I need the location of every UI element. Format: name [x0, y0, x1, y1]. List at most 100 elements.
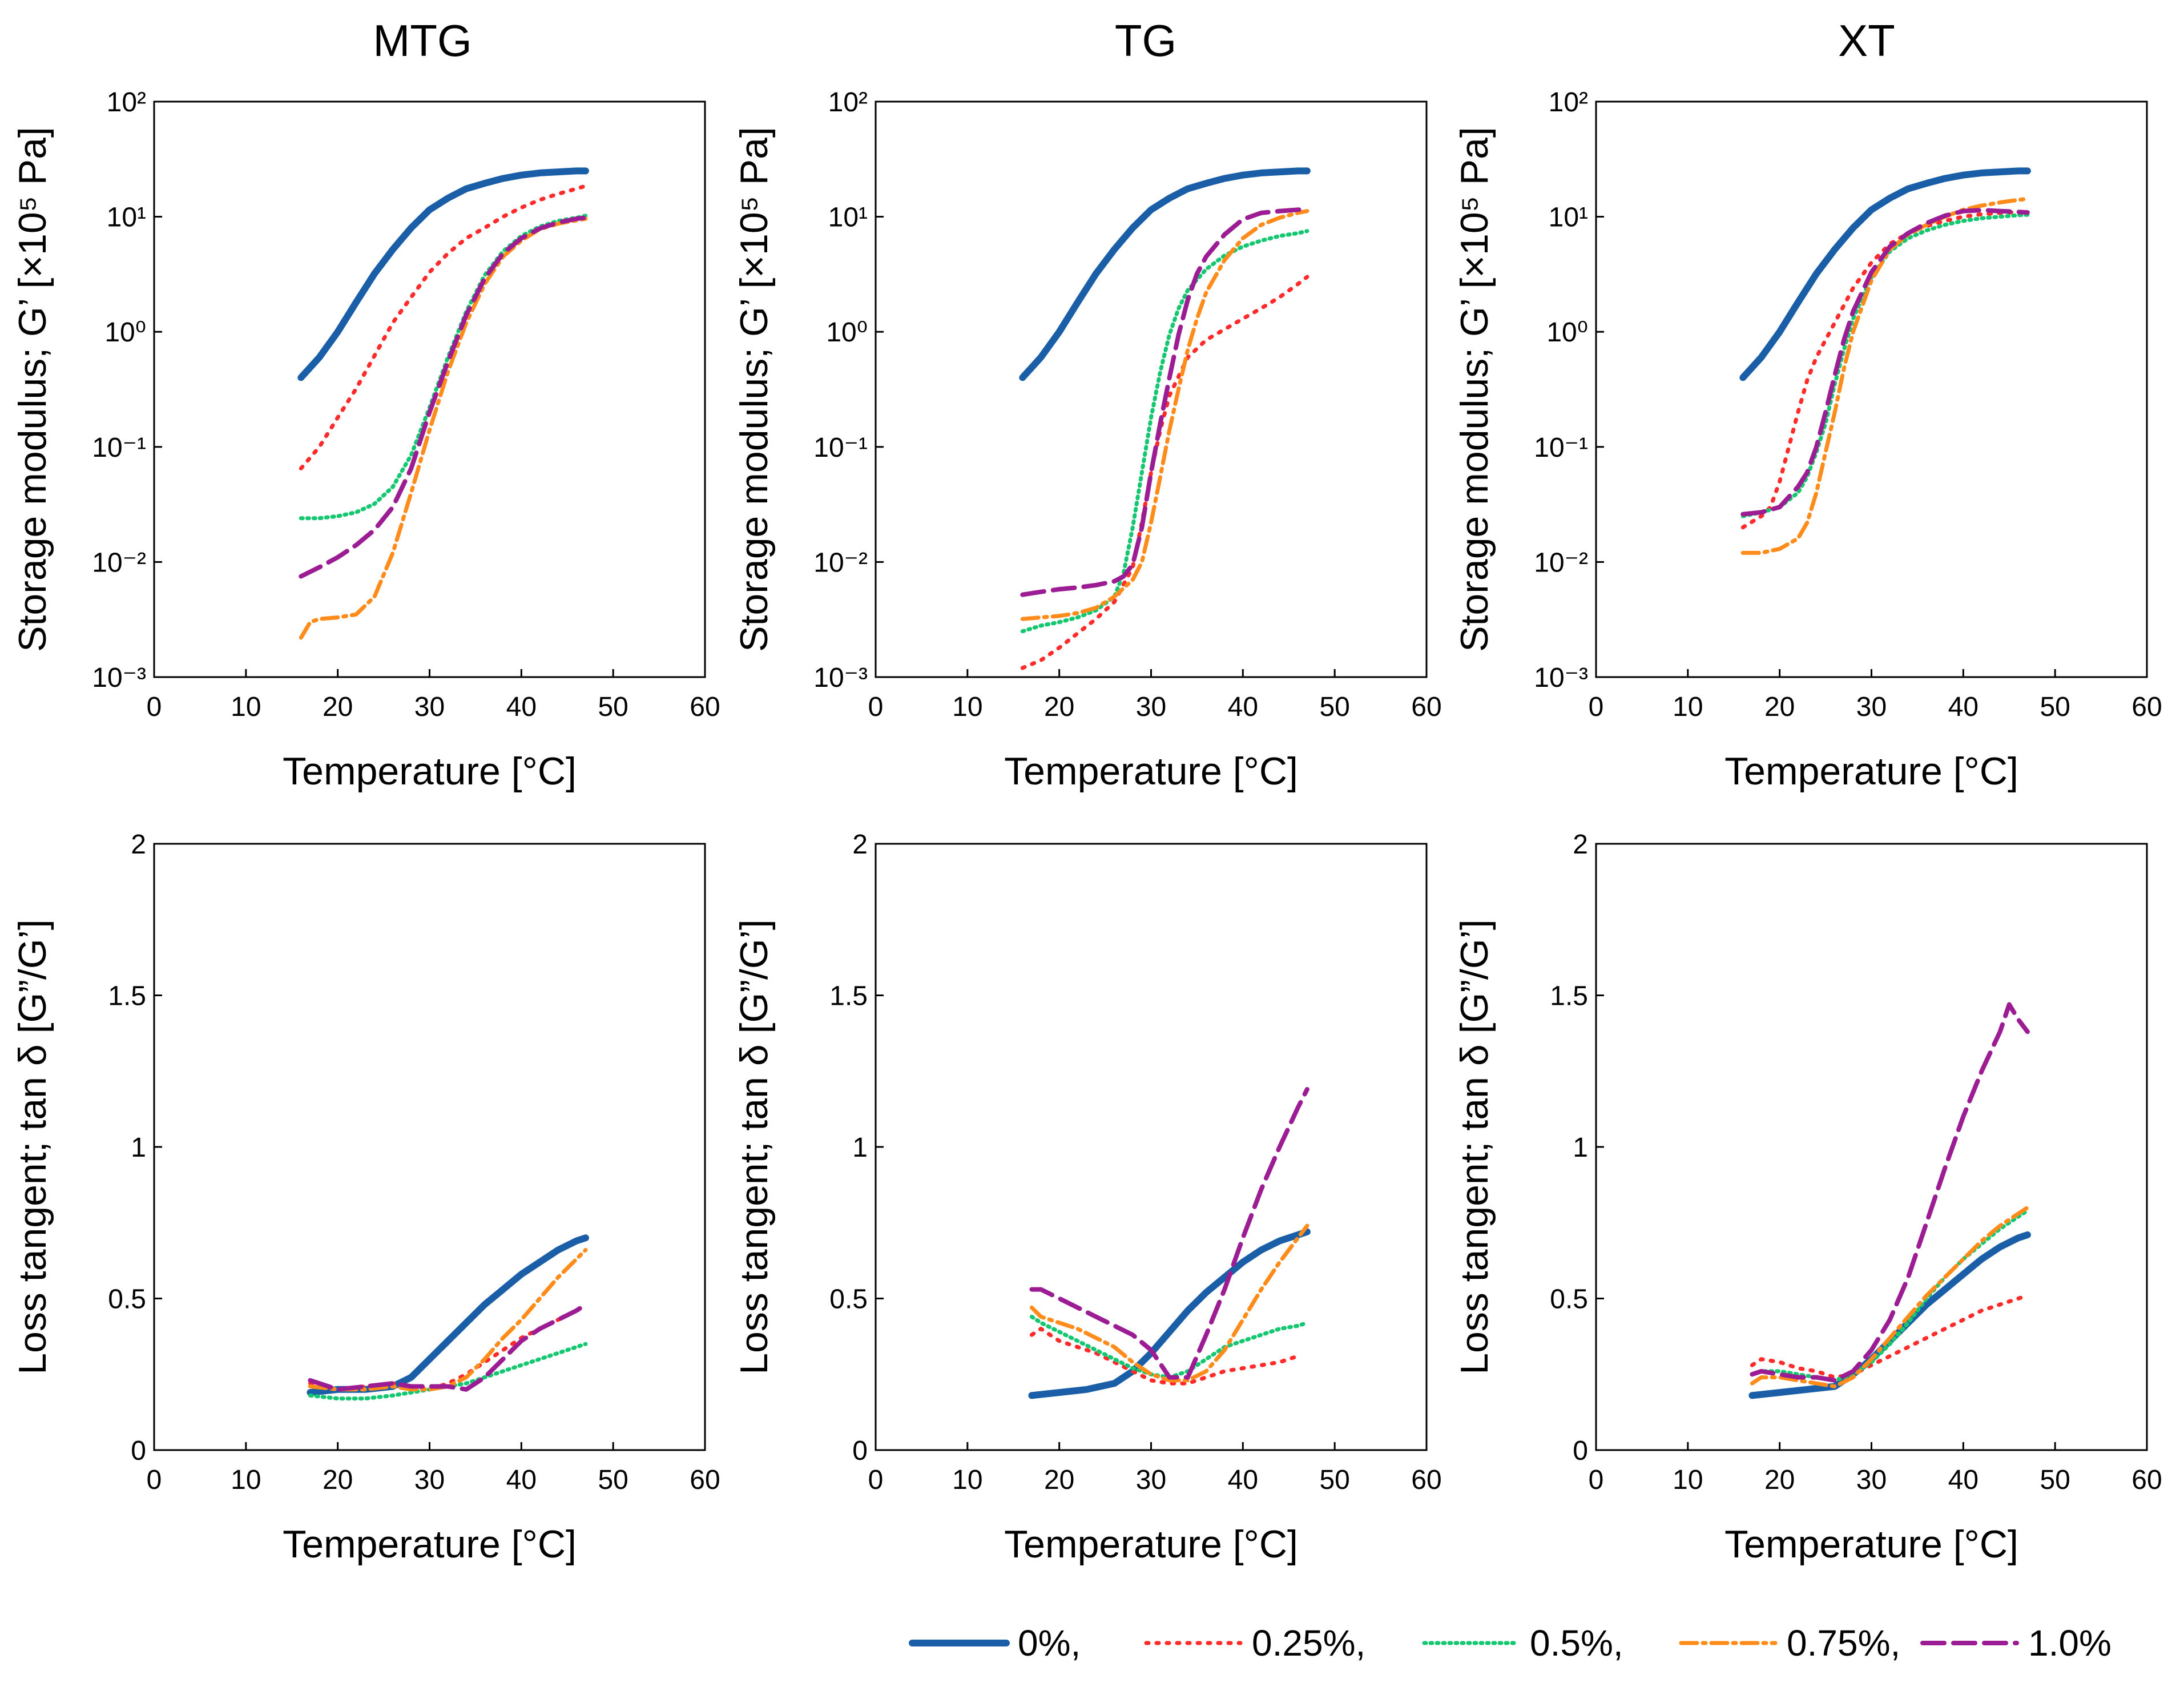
legend-label-1-0: 1.0% [2028, 1622, 2112, 1664]
mtg-tan-series-0-75 [308, 1248, 588, 1392]
xt-storage-x-tick-label: 30 [1856, 692, 1887, 722]
mtg-tan-x-tick-label: 0 [147, 1465, 162, 1495]
xt-storage-series-1-0 [1740, 208, 2030, 517]
legend: 0%, 0.25%, 0.5%, 0.75%, 1.0% [909, 1622, 2112, 1664]
tg-tan-chart: 0 10 20 30 40 50 60 0 0.5 1 1.5 2 Temperature [°C] Lo… [732, 830, 1442, 1566]
mtg-storage-chart: 0 10 20 30 40 50 60 10⁻³ 10⁻² 10⁻¹ 10⁰ 10¹ 10² Temper… [11, 87, 720, 793]
xt-storage-y-tick-label: 10⁻¹ [1534, 433, 1588, 463]
mtg-tan-y-tick-label: 0.5 [108, 1285, 146, 1315]
mtg-tan-y-tick-label: 1.5 [108, 981, 146, 1012]
tg-storage-chart: 0 10 20 30 40 50 60 10⁻³ 10⁻² 10⁻¹ 10⁰ 10¹ 10² Temper… [732, 87, 1442, 793]
tg-tan-x-tick-label: 40 [1228, 1465, 1258, 1495]
xt-storage-y-tick-label: 10² [1549, 87, 1588, 118]
xt-tan-x-tick-label: 10 [1673, 1465, 1703, 1495]
mtg-tan-x-axis-title: Temperature [°C] [283, 1523, 577, 1566]
mtg-storage-series-0-25 [299, 184, 588, 470]
tg-tan-series-0 [1028, 1228, 1311, 1399]
xt-tan-x-tick-label: 30 [1856, 1465, 1887, 1495]
tg-storage-y-tick-label: 10² [828, 87, 868, 118]
xt-tan-series-0-75 [1750, 1205, 2030, 1388]
tg-storage-x-axis-title: Temperature [°C] [1004, 750, 1298, 793]
tg-tan-y-tick-label: 1 [852, 1133, 868, 1163]
tg-storage-x-tick-label: 30 [1136, 692, 1166, 722]
column-title-mtg: MTG [373, 15, 472, 66]
column-title-xt: XT [1838, 15, 1895, 66]
tg-storage-series-0-25 [1020, 275, 1309, 670]
mtg-tan-x-tick-label: 50 [598, 1465, 628, 1495]
xt-storage-y-tick-label: 10¹ [1549, 203, 1588, 233]
mtg-tan-y-axis-title: Loss tangent; tan δ [G”/G’] [11, 919, 54, 1375]
chart-panels: 0 10 20 30 40 50 6010⁻³10⁻²10⁻¹10⁰10¹10²Temper… [11, 87, 2162, 1566]
mtg-storage-x-tick-label: 10 [231, 692, 261, 722]
xt-tan-y-tick-label: 0.5 [1550, 1285, 1588, 1315]
mtg-tan-y-tick-label: 2 [131, 830, 146, 860]
xt-storage-y-tick-label: 10⁻³ [1534, 663, 1588, 693]
tg-tan-x-tick-label: 50 [1319, 1465, 1349, 1495]
tg-storage-x-tick-label: 60 [1411, 692, 1441, 722]
mtg-tan-series-0-5 [308, 1342, 588, 1401]
mtg-tan-chart: 0 10 20 30 40 50 60 0 0.5 1 1.5 2 Temperature [°C] Lo… [11, 830, 720, 1566]
tg-storage-y-tick-label: 10⁻¹ [813, 433, 868, 463]
xt-storage-y-tick-label: 10⁻² [1534, 547, 1588, 578]
xt-tan-x-tick-label: 40 [1948, 1465, 1979, 1495]
tg-storage-x-tick-label: 10 [952, 692, 982, 722]
tg-storage-series-0 [1019, 167, 1311, 381]
mtg-storage-x-tick-label: 50 [598, 692, 628, 722]
tg-tan-y-axis-title: Loss tangent; tan δ [G”/G’] [732, 919, 776, 1375]
mtg-storage-y-tick-label: 10⁰ [104, 317, 146, 348]
tg-tan-y-tick-label: 0 [852, 1436, 868, 1466]
xt-storage-x-tick-label: 60 [2131, 692, 2162, 722]
mtg-storage-x-tick-label: 60 [690, 692, 720, 722]
xt-storage-series-0-75 [1740, 196, 2030, 555]
tg-storage-y-tick-label: 10¹ [828, 203, 868, 233]
tg-tan-x-tick-label: 20 [1044, 1465, 1074, 1495]
mtg-storage-series-1-0 [299, 215, 588, 579]
tg-storage-y-tick-label: 10⁻³ [813, 663, 868, 693]
tg-tan-series-1-0 [1029, 1087, 1309, 1380]
xt-storage-x-tick-label: 10 [1673, 692, 1703, 722]
tg-tan-x-tick-label: 30 [1136, 1465, 1166, 1495]
tg-storage-series-0-75 [1020, 209, 1309, 621]
xt-tan-y-tick-label: 1 [1573, 1133, 1588, 1163]
xt-storage-x-axis-title: Temperature [°C] [1724, 750, 2018, 793]
xt-tan-x-tick-label: 60 [2131, 1465, 2162, 1495]
tg-storage-y-tick-label: 10⁰ [826, 317, 868, 348]
xt-tan-series-0-25 [1750, 1293, 2030, 1380]
tg-storage-x-tick-label: 0 [868, 692, 884, 722]
tg-storage-y-axis-title: Storage modulus; G’ [×10⁵ Pa] [732, 127, 776, 652]
xt-storage-series-0 [1739, 167, 2031, 381]
mtg-storage-x-tick-label: 30 [414, 692, 445, 722]
xt-tan-y-tick-label: 0 [1573, 1436, 1588, 1466]
legend-label-0-75: 0.75%, [1787, 1622, 1900, 1664]
mtg-tan-x-tick-label: 10 [231, 1465, 261, 1495]
xt-tan-x-tick-label: 0 [1589, 1465, 1604, 1495]
xt-tan-x-tick-label: 50 [2040, 1465, 2070, 1495]
xt-tan-chart: 0 10 20 30 40 50 60 0 0.5 1 1.5 2 Temperature [°C] Lo… [1453, 830, 2162, 1566]
legend-label-0: 0%, [1018, 1622, 1081, 1664]
legend-label-0-5: 0.5%, [1530, 1622, 1623, 1664]
xt-tan-y-tick-label: 2 [1573, 830, 1588, 860]
mtg-storage-x-tick-label: 40 [506, 692, 537, 722]
mtg-tan-y-tick-label: 0 [131, 1436, 146, 1466]
mtg-storage-y-tick-label: 10⁻² [92, 547, 146, 578]
tg-tan-series-0-25 [1029, 1327, 1300, 1386]
mtg-tan-x-tick-label: 30 [414, 1465, 445, 1495]
mtg-storage-series-0 [297, 167, 589, 381]
mtg-tan-y-tick-label: 1 [131, 1133, 146, 1163]
tg-storage-y-tick-label: 10⁻² [813, 547, 868, 578]
xt-tan-series-0-5 [1750, 1209, 2030, 1383]
tg-tan-y-tick-label: 0.5 [829, 1285, 868, 1315]
tg-tan-x-axis-title: Temperature [°C] [1004, 1523, 1298, 1566]
tg-storage-x-tick-label: 20 [1044, 692, 1074, 722]
tg-tan-x-tick-label: 10 [952, 1465, 982, 1495]
xt-storage-series-0-25 [1740, 210, 2030, 530]
xt-tan-x-tick-label: 20 [1764, 1465, 1795, 1495]
mtg-storage-x-tick-label: 0 [147, 692, 162, 722]
mtg-tan-x-tick-label: 60 [690, 1465, 720, 1495]
xt-storage-x-tick-label: 50 [2040, 692, 2070, 722]
tg-storage-x-tick-label: 50 [1319, 692, 1349, 722]
mtg-storage-x-tick-label: 20 [323, 692, 353, 722]
column-title-tg: TG [1115, 15, 1176, 66]
